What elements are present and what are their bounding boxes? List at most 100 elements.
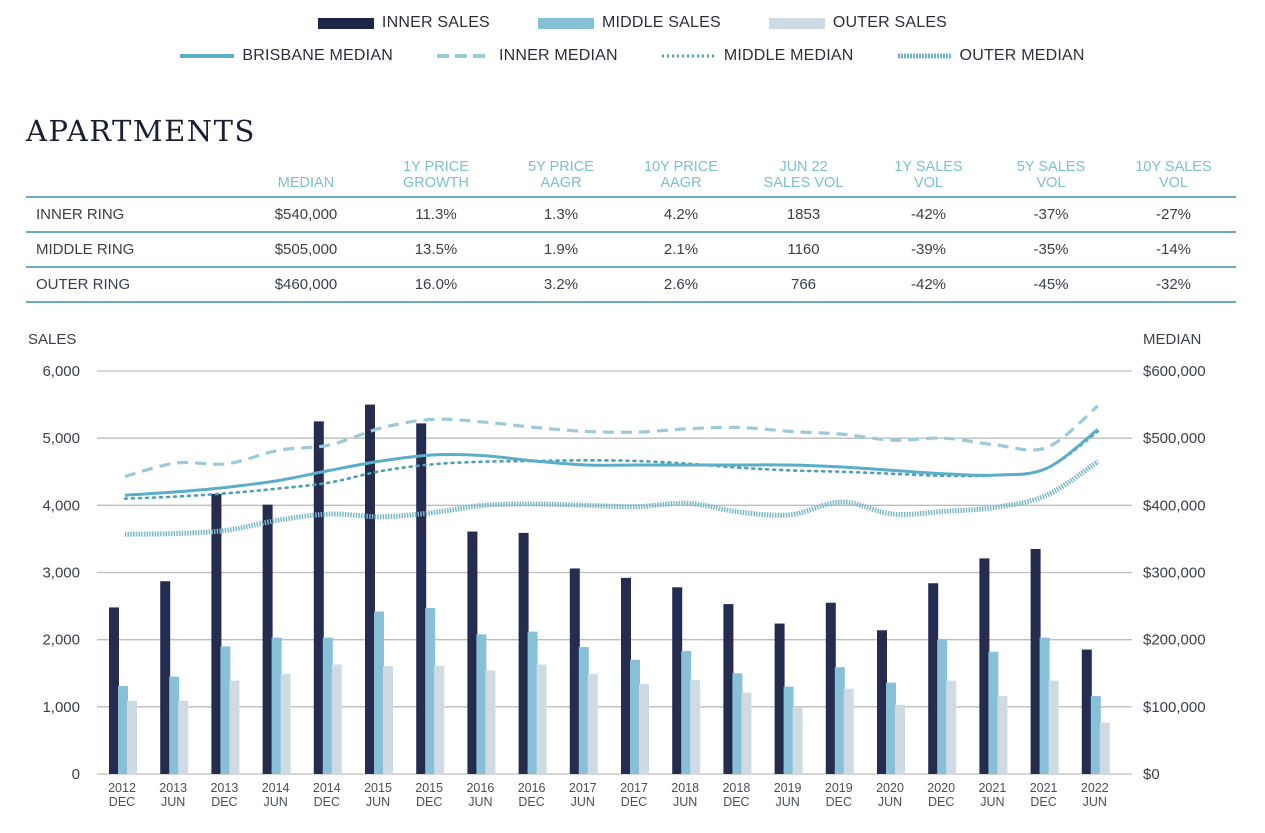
bar-outer-sales bbox=[383, 665, 393, 774]
line-outer-median bbox=[124, 459, 1100, 537]
table-cell: -27% bbox=[1111, 196, 1236, 232]
table-cell-label: MIDDLE RING bbox=[26, 231, 241, 267]
y-tick-label: 0 bbox=[72, 766, 80, 783]
legend-label: BRISBANE MEDIAN bbox=[242, 47, 393, 64]
y2-tick-label: $500,000 bbox=[1143, 430, 1206, 447]
x-tick-month: JUN bbox=[1083, 795, 1107, 809]
bar-middle-sales bbox=[1039, 637, 1050, 774]
x-tick-year: 2020 bbox=[876, 781, 904, 795]
legend-swatch-inner-sales bbox=[317, 17, 374, 29]
bar-middle-sales bbox=[783, 686, 794, 774]
y-tick-label: 2,000 bbox=[42, 632, 80, 649]
legend-label: OUTER SALES bbox=[832, 14, 948, 31]
bar-outer-sales bbox=[997, 696, 1008, 774]
x-tick-year: 2019 bbox=[774, 781, 802, 795]
section-title: APARTMENTS bbox=[26, 114, 256, 148]
table-cell: 16.0% bbox=[371, 266, 501, 303]
legend-label: OUTER MEDIAN bbox=[959, 47, 1085, 64]
bar-middle-sales bbox=[630, 659, 640, 774]
x-tick-year: 2018 bbox=[671, 781, 699, 795]
bar-outer-sales bbox=[331, 664, 342, 774]
table-header-1y-sales-vol: 1Y SALES VOL bbox=[894, 159, 963, 191]
bar-middle-sales bbox=[425, 608, 436, 774]
x-tick-month: DEC bbox=[826, 795, 852, 809]
bar-middle-sales bbox=[988, 651, 999, 774]
x-tick-year: 2017 bbox=[569, 781, 597, 795]
x-tick-year: 2021 bbox=[978, 781, 1006, 795]
table-cell: 4.2% bbox=[621, 196, 741, 232]
table-cell: 3.2% bbox=[501, 266, 621, 303]
y-tick-label: 5,000 bbox=[42, 430, 80, 447]
legend-swatch-outer-median bbox=[897, 53, 952, 59]
line-middle-median bbox=[123, 430, 1100, 500]
bar-inner-sales bbox=[877, 630, 887, 774]
x-tick-month: JUN bbox=[263, 795, 287, 809]
legend-label: MIDDLE SALES bbox=[601, 14, 721, 31]
y-tick-label: 4,000 bbox=[42, 497, 80, 514]
table-row-inner-ring: INNER RING $540,000 11.3% 1.3% 4.2% 1853… bbox=[26, 196, 1236, 232]
right-axis-title: MEDIAN bbox=[1143, 331, 1202, 348]
bar-middle-sales bbox=[886, 682, 896, 774]
legend-swatch-inner-median bbox=[436, 54, 491, 58]
table-cell: -35% bbox=[991, 231, 1111, 267]
y-tick-label: 1,000 bbox=[42, 699, 80, 716]
x-tick-year: 2020 bbox=[927, 781, 955, 795]
x-tick-month: DEC bbox=[211, 795, 237, 809]
legend-item-inner-median: INNER MEDIAN bbox=[436, 47, 618, 65]
x-tick-month: JUN bbox=[571, 795, 595, 809]
line-legend: BRISBANE MEDIAN INNER MEDIAN MIDDLE MEDI… bbox=[0, 47, 1265, 65]
bar-outer-sales bbox=[434, 665, 445, 774]
x-tick-year: 2015 bbox=[415, 781, 443, 795]
left-axis-title: SALES bbox=[28, 331, 77, 348]
stats-table: MEDIAN 1Y PRICE GROWTH 5Y PRICE AAGR 10Y P… bbox=[26, 157, 1236, 303]
x-tick-month: DEC bbox=[723, 795, 749, 809]
bar-inner-sales bbox=[621, 577, 631, 774]
table-cell: $460,000 bbox=[241, 266, 371, 303]
x-tick-year: 2012 bbox=[108, 781, 136, 795]
bar-inner-sales bbox=[825, 602, 836, 774]
table-cell-label: OUTER RING bbox=[26, 266, 241, 303]
table-cell-label: INNER RING bbox=[26, 196, 241, 232]
table-cell: 13.5% bbox=[371, 231, 501, 267]
legend-label: INNER MEDIAN bbox=[498, 47, 618, 64]
table-cell: -42% bbox=[866, 266, 991, 303]
bar-inner-sales bbox=[672, 587, 683, 774]
table-header-10y-price-aagr: 10Y PRICE AAGR bbox=[644, 159, 718, 191]
bar-inner-sales bbox=[774, 623, 785, 774]
bar-middle-sales bbox=[476, 634, 487, 774]
table-header-5y-price-aagr: 5Y PRICE AAGR bbox=[528, 159, 594, 191]
legend-swatch-brisbane-median bbox=[180, 54, 235, 58]
bar-inner-sales bbox=[467, 531, 478, 774]
bar-outer-sales bbox=[229, 680, 240, 774]
bar-outer-sales bbox=[587, 673, 598, 774]
bar-inner-sales bbox=[313, 421, 324, 774]
y2-tick-label: $200,000 bbox=[1143, 632, 1206, 649]
legend-item-middle-sales: MIDDLE SALES bbox=[537, 14, 721, 32]
table-cell: -32% bbox=[1111, 266, 1236, 303]
bar-outer-sales bbox=[690, 679, 701, 774]
bar-inner-sales bbox=[723, 604, 734, 774]
bar-middle-sales bbox=[118, 686, 128, 774]
table-cell: 11.3% bbox=[371, 196, 501, 232]
bar-legend: INNER SALES MIDDLE SALES OUTER SALES bbox=[0, 14, 1265, 32]
x-tick-year: 2022 bbox=[1081, 781, 1109, 795]
table-header-row: MEDIAN 1Y PRICE GROWTH 5Y PRICE AAGR 10Y P… bbox=[26, 157, 1236, 197]
bar-inner-sales bbox=[160, 581, 171, 774]
y2-tick-label: $300,000 bbox=[1143, 565, 1206, 582]
bar-middle-sales bbox=[732, 673, 743, 774]
x-tick-month: DEC bbox=[314, 795, 340, 809]
bar-inner-sales bbox=[416, 423, 427, 774]
bar-inner-sales bbox=[211, 493, 222, 774]
table-cell: -37% bbox=[991, 196, 1111, 232]
legend-swatch-middle-median bbox=[661, 54, 716, 58]
bar-middle-sales bbox=[578, 647, 589, 774]
bar-middle-sales bbox=[1090, 696, 1101, 774]
x-tick-month: DEC bbox=[416, 795, 442, 809]
bar-outer-sales bbox=[843, 688, 854, 774]
y2-tick-label: $100,000 bbox=[1143, 699, 1206, 716]
x-tick-year: 2015 bbox=[364, 781, 392, 795]
bar-outer-sales bbox=[946, 680, 957, 774]
line-brisbane-median bbox=[124, 428, 1099, 497]
table-header-1y-price-growth: 1Y PRICE GROWTH bbox=[402, 159, 470, 191]
